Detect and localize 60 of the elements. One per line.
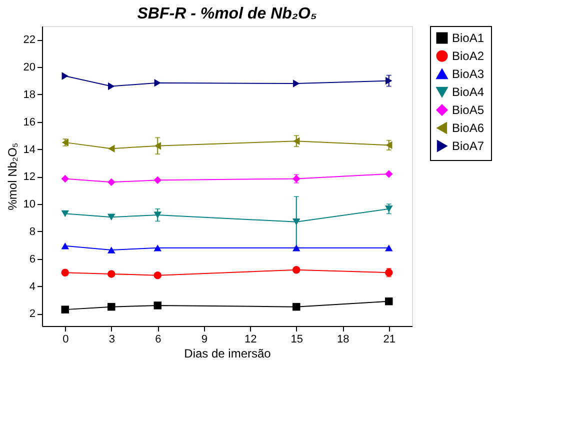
- x-tick-label: 15: [290, 334, 303, 346]
- y-tick-label: 10: [23, 198, 36, 211]
- point: [293, 137, 300, 145]
- legend-label: BioA5: [452, 103, 484, 117]
- x-tick-label: 9: [201, 334, 208, 346]
- point: [154, 212, 162, 218]
- y-tick-label: 8: [29, 226, 36, 238]
- point: [292, 266, 300, 274]
- y-tick-label: 22: [23, 34, 36, 46]
- point: [108, 144, 115, 152]
- x-tick-label: 3: [108, 334, 115, 346]
- point: [386, 76, 392, 85]
- point: [61, 242, 69, 250]
- point: [154, 142, 161, 150]
- y-tick-label: 12: [23, 171, 36, 184]
- legend-label: BioA6: [452, 121, 484, 135]
- legend-label: BioA7: [452, 139, 484, 153]
- point: [61, 174, 69, 183]
- x-tick-label: 21: [383, 334, 396, 346]
- point: [385, 297, 393, 306]
- point: [61, 210, 69, 218]
- legend-label: BioA3: [452, 67, 484, 81]
- point: [154, 78, 161, 87]
- point: [154, 176, 162, 184]
- point: [61, 268, 69, 276]
- y-tick-label: 20: [23, 62, 36, 74]
- point: [108, 246, 116, 254]
- y-tick-label: 4: [29, 280, 36, 293]
- chart-title: SBF-R - %mol de Nb₂O₅: [137, 6, 317, 22]
- point: [108, 270, 116, 278]
- y-axis-title: %mol Nb₂O₅: [5, 142, 20, 210]
- x-axis-title: Dias de imersão: [184, 346, 272, 360]
- x-tick-label: 12: [244, 334, 257, 346]
- point: [154, 244, 162, 252]
- point: [62, 72, 68, 80]
- x-tick-label: 0: [62, 334, 69, 346]
- legend-label: BioA2: [452, 49, 484, 63]
- y-tick-label: 18: [23, 88, 36, 101]
- point: [154, 271, 162, 280]
- x-tick-label: 18: [337, 334, 350, 346]
- point: [108, 178, 116, 186]
- legend-label: BioA1: [452, 31, 484, 45]
- point: [385, 244, 393, 252]
- point: [108, 82, 115, 90]
- point: [292, 244, 300, 252]
- y-tick-label: 16: [23, 116, 36, 128]
- point: [154, 302, 162, 310]
- y-tick-label: 2: [29, 308, 36, 320]
- point: [292, 302, 300, 311]
- point: [61, 306, 69, 314]
- y-tick-label: 14: [23, 144, 36, 156]
- point: [385, 206, 393, 212]
- point: [385, 170, 393, 178]
- point: [108, 214, 116, 220]
- y-tick-label: 6: [29, 253, 36, 266]
- x-tick-label: 6: [155, 334, 162, 346]
- legend-label: BioA4: [452, 85, 484, 99]
- point: [108, 302, 116, 311]
- point: [292, 218, 300, 226]
- point: [293, 80, 300, 88]
